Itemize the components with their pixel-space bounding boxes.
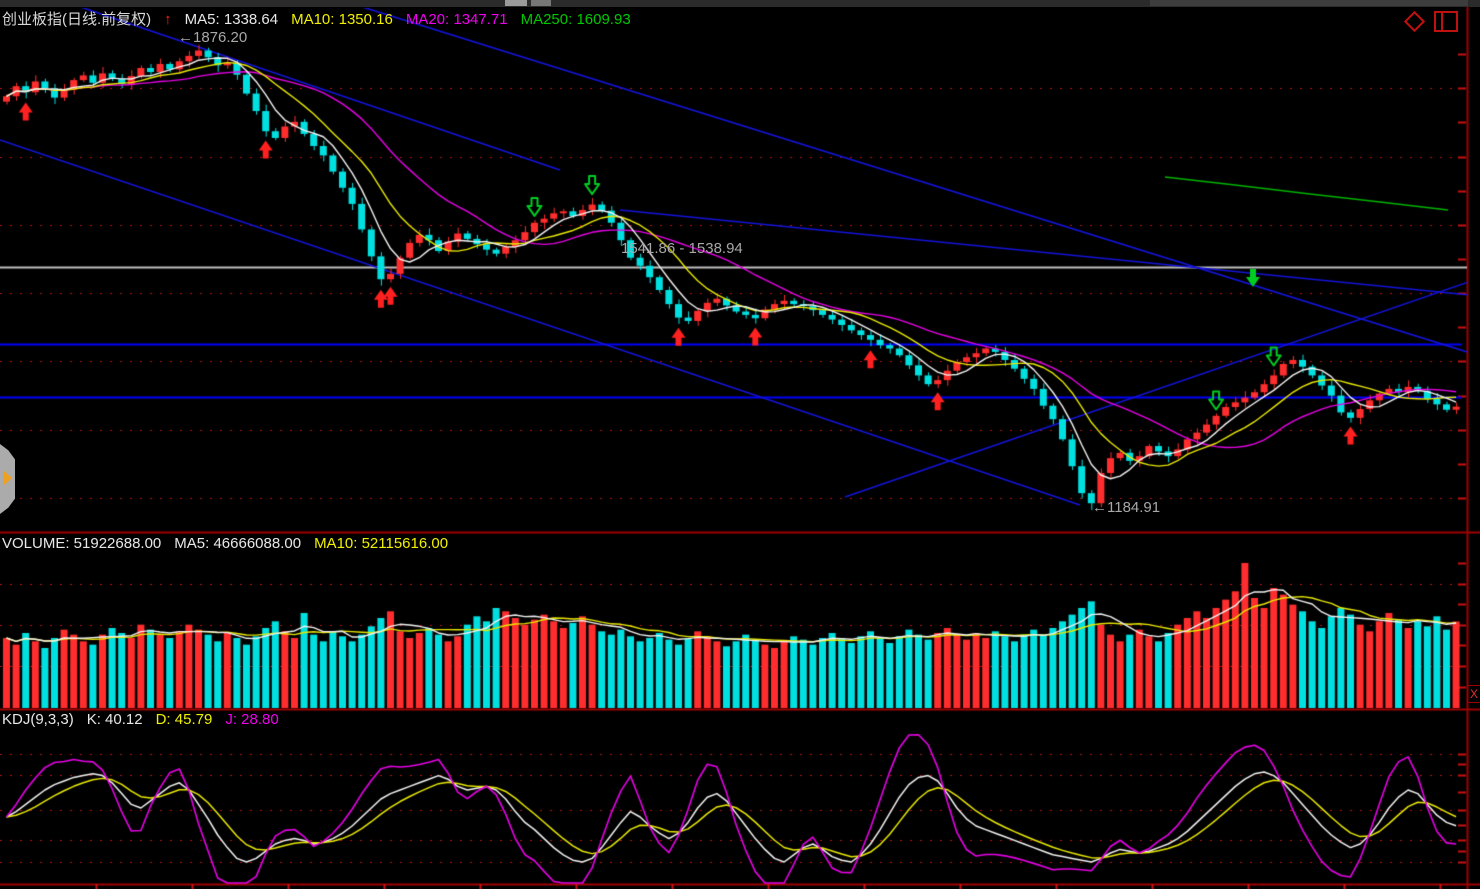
trend-up-arrow-icon: ↑ [164, 11, 172, 28]
top-strip-segment [505, 0, 527, 6]
low-price-label: ←1184.91 [1092, 499, 1161, 516]
kdj-j-value: J: 28.80 [225, 711, 279, 728]
kdj-pane-header: KDJ(9,3,3) K: 40.12 D: 45.79 J: 28.80 [2, 711, 292, 728]
drawer-handle[interactable] [0, 444, 15, 514]
split-pane-icon[interactable] [1434, 11, 1458, 32]
kdj-name: KDJ(9,3,3) [2, 711, 74, 728]
main-chart-header: 创业板指(日线.前复权) ↑ MA5: 1338.64 MA10: 1350.16 MA… [2, 8, 644, 29]
ma250-value: MA250: 1609.93 [520, 11, 631, 28]
ma5-value: MA5: 1338.64 [184, 11, 279, 28]
top-strip-segment [531, 0, 551, 6]
symbol-title: 创业板指(日线.前复权) [2, 11, 152, 28]
pane-close-button[interactable]: X [1467, 685, 1480, 703]
high-price-label: ←1876.20 [178, 29, 248, 46]
volume-pane-header: VOLUME: 51922688.00 MA5: 46666088.00 MA10:… [2, 535, 461, 552]
ma10-value: MA10: 1350.16 [291, 11, 393, 28]
ma20-value: MA20: 1347.71 [405, 11, 508, 28]
kdj-k-value: K: 40.12 [86, 711, 143, 728]
volume-ma10-value: MA10: 52115616.00 [314, 535, 449, 552]
volume-value: VOLUME: 51922688.00 [2, 535, 162, 552]
drawer-arrow-icon [3, 470, 12, 486]
top-strip-segment [1150, 0, 1468, 6]
kdj-d-value: D: 45.79 [155, 711, 213, 728]
window-top-strip [0, 0, 1480, 7]
range-price-label: 1541.86 - 1538.94 [621, 240, 743, 257]
volume-ma5-value: MA5: 46666088.00 [174, 535, 302, 552]
